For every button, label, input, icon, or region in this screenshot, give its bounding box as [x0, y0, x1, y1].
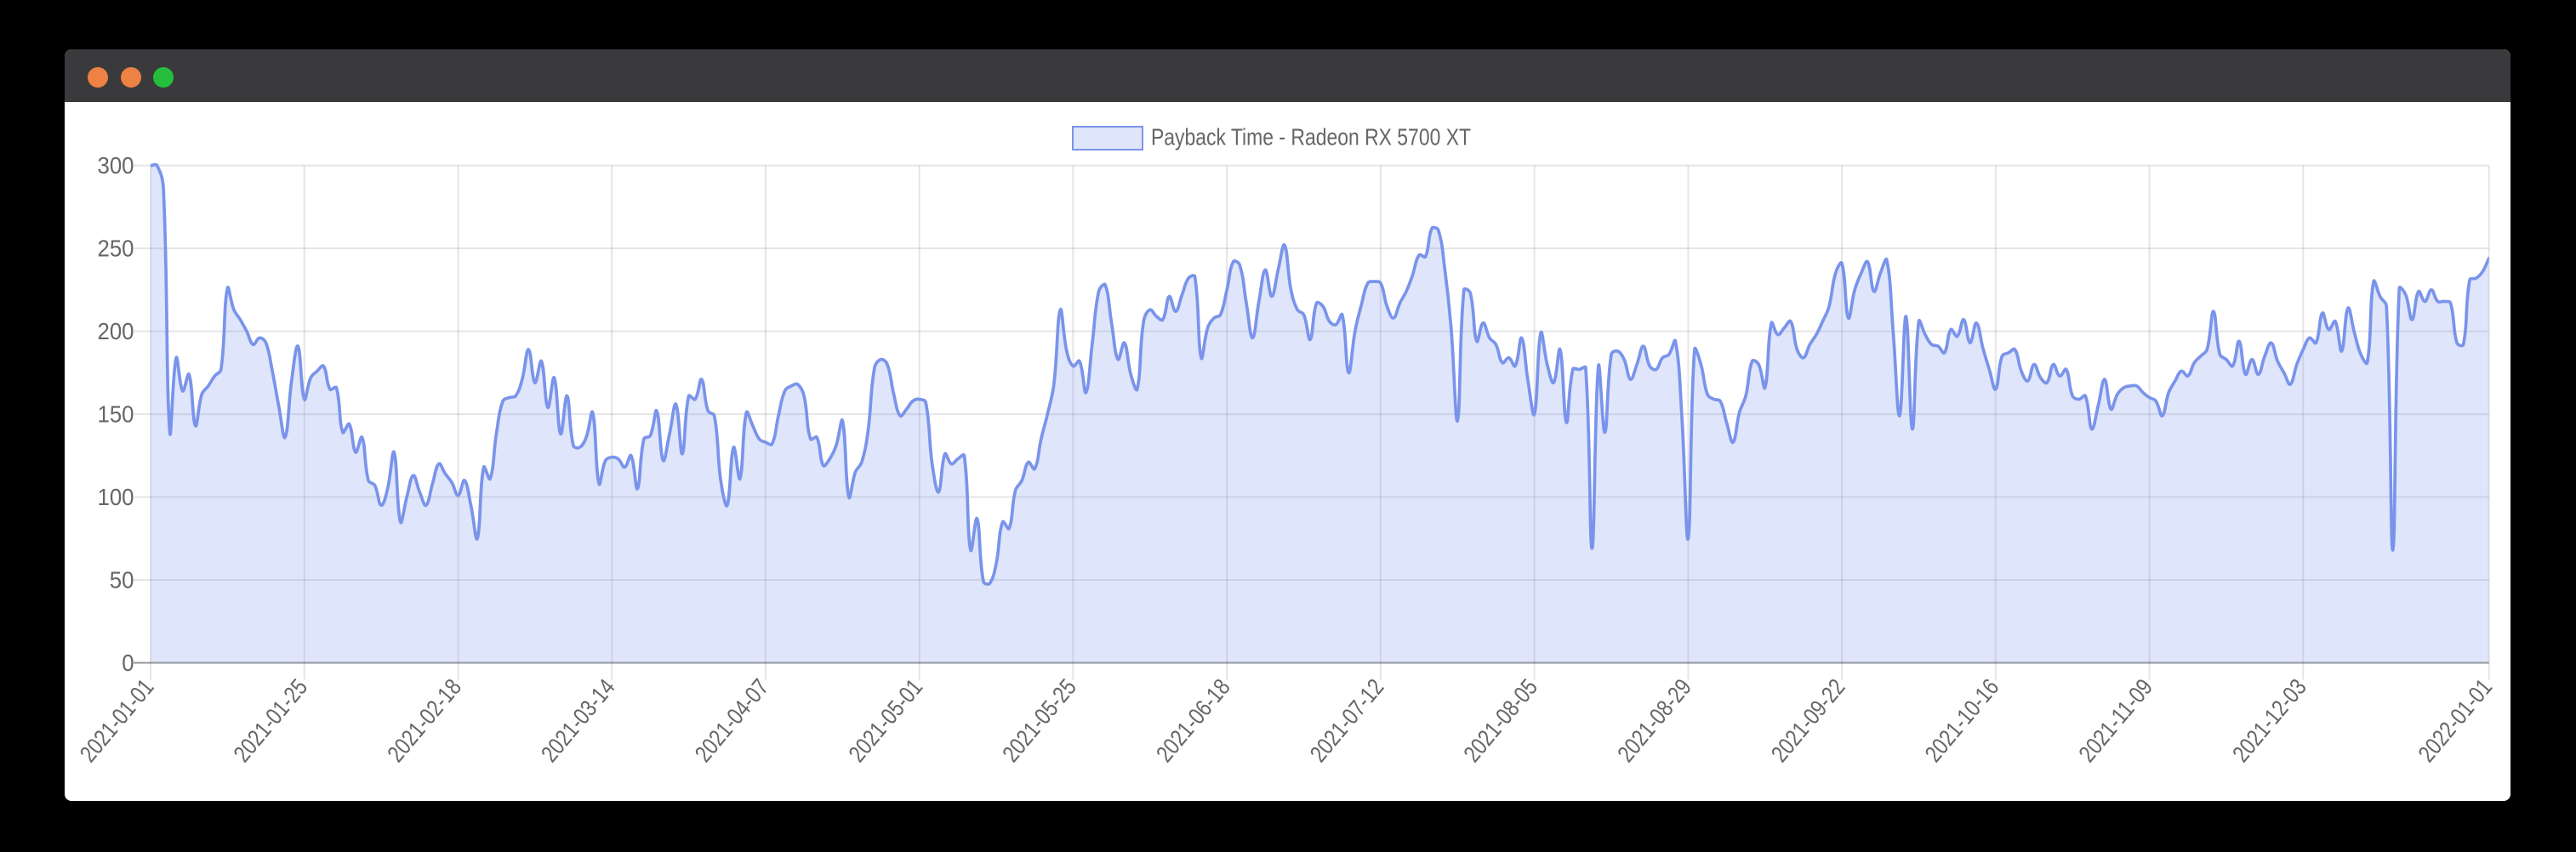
svg-text:100: 100 [98, 484, 134, 510]
svg-text:2022-01-01: 2022-01-01 [2413, 673, 2497, 767]
svg-text:250: 250 [98, 235, 134, 261]
svg-text:50: 50 [110, 566, 134, 593]
svg-text:2021-01-25: 2021-01-25 [228, 673, 312, 767]
svg-text:2021-11-09: 2021-11-09 [2073, 673, 2157, 767]
svg-text:2021-08-05: 2021-08-05 [1458, 673, 1542, 767]
svg-text:200: 200 [98, 318, 134, 344]
svg-text:2021-05-25: 2021-05-25 [997, 673, 1081, 767]
svg-text:2021-07-12: 2021-07-12 [1305, 673, 1389, 767]
svg-text:0: 0 [122, 650, 134, 676]
svg-text:2021-01-01: 2021-01-01 [75, 673, 159, 767]
svg-text:Payback Time - Radeon RX 5700: Payback Time - Radeon RX 5700 XT [1151, 124, 1471, 151]
svg-text:2021-08-29: 2021-08-29 [1612, 673, 1696, 767]
svg-text:2021-10-16: 2021-10-16 [1919, 673, 2003, 767]
svg-text:150: 150 [98, 400, 134, 427]
svg-text:300: 300 [98, 152, 134, 179]
svg-text:2021-06-18: 2021-06-18 [1151, 673, 1235, 767]
svg-text:2021-12-03: 2021-12-03 [2227, 673, 2311, 767]
svg-text:2021-05-01: 2021-05-01 [843, 673, 927, 767]
svg-text:2021-03-14: 2021-03-14 [536, 673, 620, 767]
svg-text:2021-02-18: 2021-02-18 [382, 673, 466, 767]
svg-text:2021-09-22: 2021-09-22 [1766, 673, 1850, 767]
svg-text:2021-04-07: 2021-04-07 [690, 673, 774, 767]
